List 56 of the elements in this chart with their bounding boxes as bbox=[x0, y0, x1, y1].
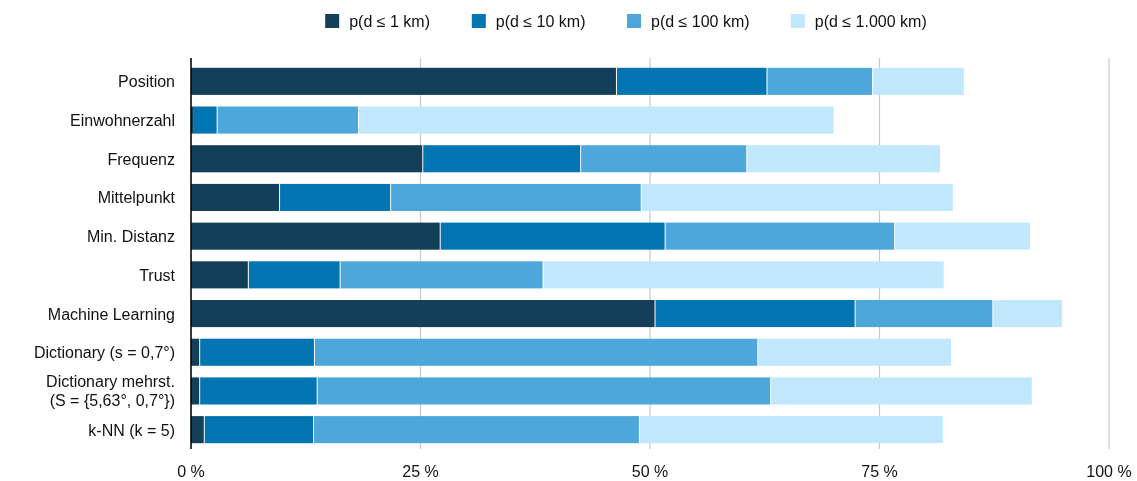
bar bbox=[193, 106, 217, 134]
y-tick-label: k-NN (k = 5) bbox=[88, 421, 175, 439]
bar bbox=[758, 338, 952, 366]
y-tick-label: Dictionary (s = 0,7°) bbox=[33, 344, 175, 362]
bar bbox=[543, 261, 944, 289]
bar bbox=[314, 416, 639, 444]
bar bbox=[440, 222, 665, 250]
x-tick-label: 75 % bbox=[861, 463, 898, 480]
bar bbox=[191, 67, 616, 95]
y-tick-label: Position bbox=[118, 73, 175, 91]
bar bbox=[317, 377, 771, 405]
bar bbox=[314, 338, 758, 366]
bar bbox=[200, 377, 317, 405]
bar bbox=[280, 183, 391, 211]
legend-label: p(d ≤ 10 km) bbox=[495, 13, 586, 30]
bar bbox=[340, 261, 543, 289]
y-tick-label: Einwohnerzahl bbox=[70, 112, 175, 130]
bar bbox=[873, 67, 964, 95]
bar bbox=[200, 338, 314, 366]
x-tick-label: 100 % bbox=[1086, 463, 1132, 480]
bar bbox=[747, 145, 941, 173]
y-tick-label: Min. Distanz bbox=[86, 228, 175, 246]
y-tick-label: Dictionary mehrst. (S = {5,63°, 0,7°}) bbox=[46, 373, 175, 410]
bar bbox=[191, 416, 204, 444]
bar bbox=[639, 416, 943, 444]
bar bbox=[191, 183, 280, 211]
y-tick-label: Mittelpunkt bbox=[97, 189, 176, 207]
bar bbox=[993, 300, 1063, 328]
bar bbox=[204, 416, 314, 444]
legend-label: p(d ≤ 1 km) bbox=[349, 13, 430, 30]
bar bbox=[855, 300, 993, 328]
bar bbox=[665, 222, 895, 250]
bar bbox=[655, 300, 855, 328]
bar bbox=[191, 145, 423, 173]
bar bbox=[248, 261, 340, 289]
x-tick-label: 25 % bbox=[402, 463, 439, 480]
bar bbox=[895, 222, 1030, 250]
bar bbox=[358, 106, 834, 134]
bar bbox=[191, 300, 655, 328]
bar bbox=[641, 183, 953, 211]
legend-label: p(d ≤ 1.000 km) bbox=[814, 13, 927, 30]
bar bbox=[191, 222, 440, 250]
bar bbox=[767, 67, 873, 95]
bar bbox=[616, 67, 767, 95]
y-tick-label: Trust bbox=[139, 266, 176, 284]
bar bbox=[191, 261, 248, 289]
bar bbox=[771, 377, 1032, 405]
y-tick-label: Frequenz bbox=[107, 150, 175, 168]
y-tick-label: Machine Learning bbox=[47, 305, 175, 323]
x-tick-label: 50 % bbox=[631, 463, 669, 480]
bar bbox=[581, 145, 747, 173]
bar bbox=[423, 145, 581, 173]
legend-label: p(d ≤ 100 km) bbox=[651, 13, 750, 30]
bar bbox=[391, 183, 641, 211]
bar bbox=[217, 106, 358, 134]
x-tick-label: 0 % bbox=[177, 463, 205, 480]
